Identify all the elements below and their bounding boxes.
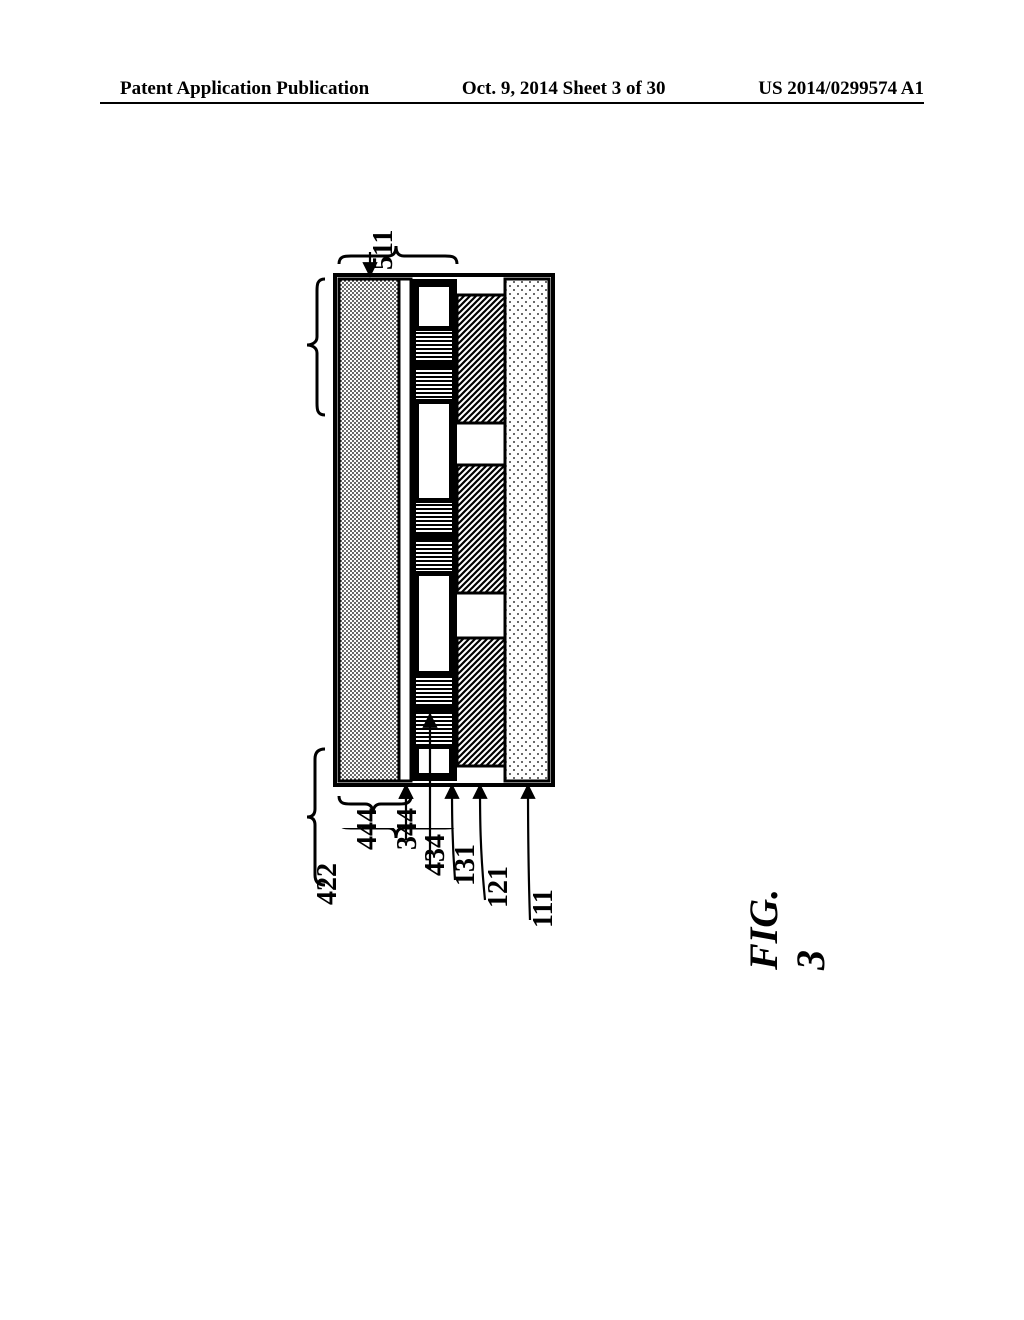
label-422: 422 <box>312 863 344 905</box>
label-131: 131 <box>450 844 482 886</box>
label-434: 434 <box>420 834 452 876</box>
label-511: 511 <box>368 230 400 270</box>
label-121: 121 <box>483 866 515 908</box>
page-header: Patent Application Publication Oct. 9, 2… <box>0 78 1024 100</box>
header-center: Oct. 9, 2014 Sheet 3 of 30 <box>462 78 666 100</box>
header-left: Patent Application Publication <box>120 78 369 100</box>
label-444: 444 <box>352 808 384 850</box>
figure-caption: FIG. 3 <box>740 889 834 970</box>
label-111: 111 <box>528 889 560 928</box>
header-rule <box>100 102 924 104</box>
figure-3: 511 422 444 344 434 131 121 111 FIG. 3 <box>280 240 660 960</box>
header-right: US 2014/0299574 A1 <box>758 78 924 100</box>
